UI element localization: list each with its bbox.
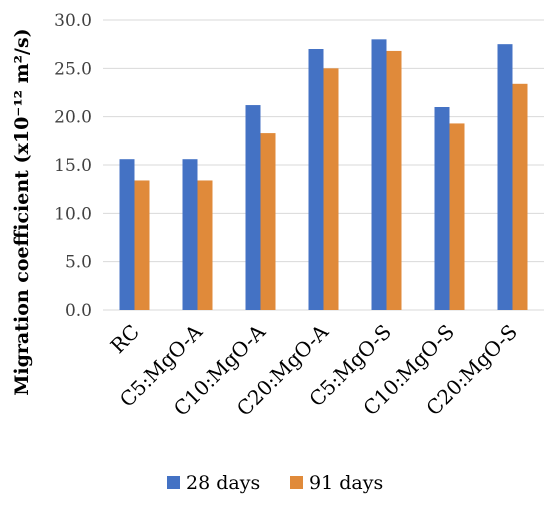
legend-swatch: [167, 476, 180, 489]
x-axis-categories: RCC5:MgO-AC10:MgO-AC20:MgO-AC5:MgO-SC10:…: [106, 319, 522, 421]
bar-series-1: [182, 159, 198, 310]
bar-series-1: [434, 107, 450, 310]
bar-series-2: [197, 180, 213, 310]
legend-label: 28 days: [186, 472, 260, 494]
legend-swatch: [290, 476, 303, 489]
y-tick-label: 30.0: [54, 11, 92, 31]
x-category-label: RC: [106, 320, 144, 358]
y-tick-label: 0.0: [65, 301, 92, 321]
y-axis-ticks: 0.0 5.0 10.0 15.0 20.0 25.0 30.0: [54, 11, 92, 321]
bar-series-2: [386, 50, 402, 310]
bar-series-2: [449, 123, 465, 310]
y-tick-label: 5.0: [65, 253, 92, 273]
bar-series-2: [323, 68, 339, 310]
legend: 28 days 91 days: [167, 472, 383, 494]
bar-series-1: [308, 49, 324, 310]
bars: [119, 39, 528, 311]
bar-series-2: [134, 180, 150, 310]
y-tick-label: 15.0: [54, 156, 92, 176]
y-axis-label: Migration coefficient (x10⁻¹² m²/s): [11, 28, 33, 395]
bar-series-2: [260, 133, 276, 310]
y-tick-label: 20.0: [54, 108, 92, 128]
bar-series-1: [371, 39, 387, 310]
legend-label: 91 days: [309, 472, 383, 494]
bar-series-1: [497, 44, 513, 311]
y-tick-label: 10.0: [54, 204, 92, 224]
bar-series-1: [119, 159, 135, 310]
bar-series-1: [245, 105, 261, 310]
bar-series-2: [512, 83, 528, 310]
y-tick-label: 25.0: [54, 59, 92, 79]
